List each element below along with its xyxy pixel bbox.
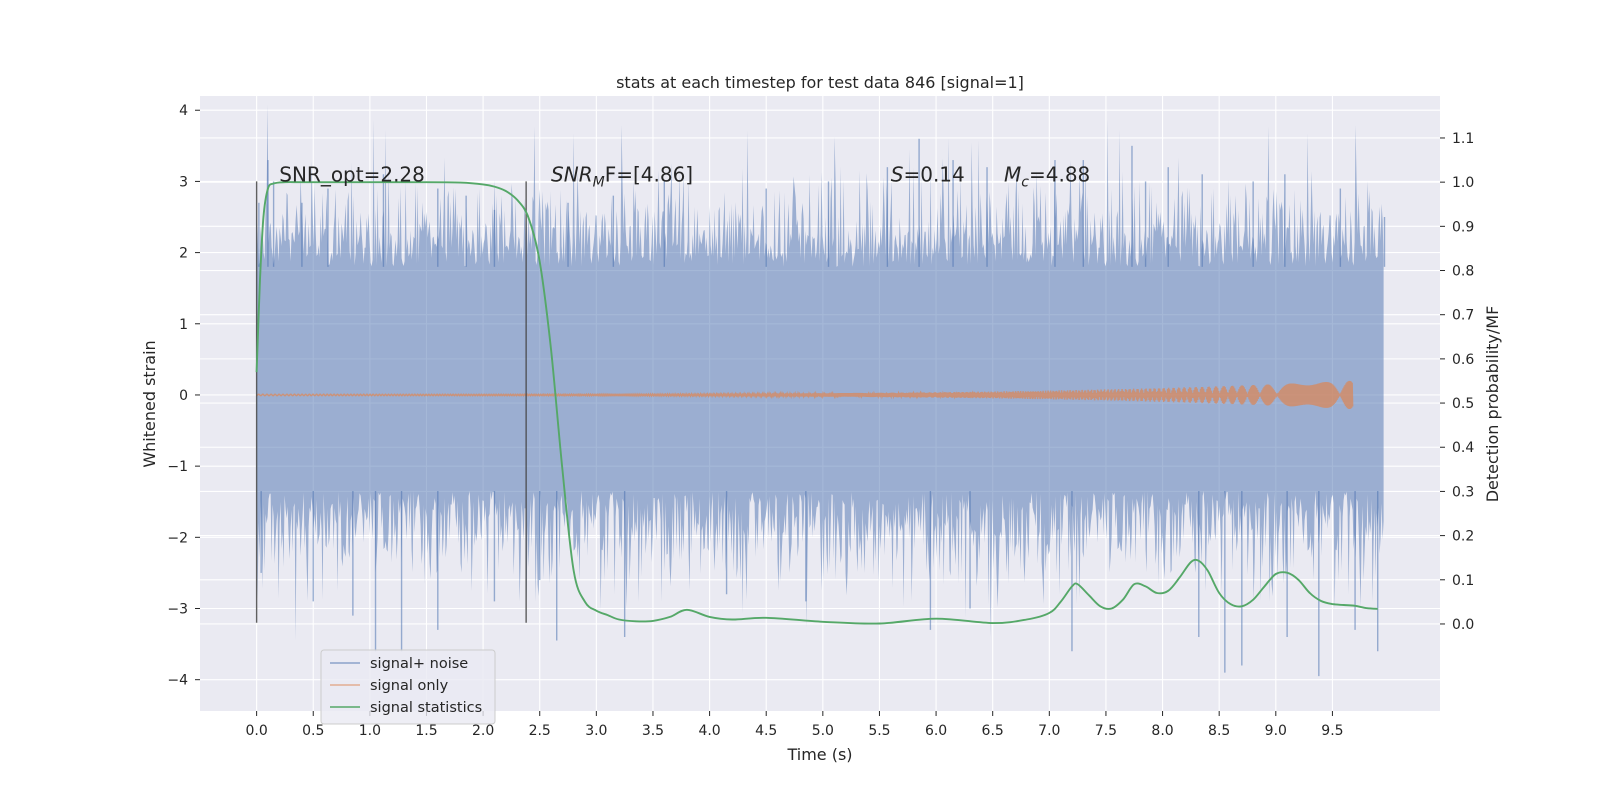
x-tick-label: 5.0 xyxy=(812,723,834,739)
x-tick-label: 1.0 xyxy=(359,723,381,739)
x-tick-label: 7.5 xyxy=(1095,723,1117,739)
y-tick-label: 1 xyxy=(179,317,188,333)
annotation-text: S=0.14 xyxy=(891,162,965,186)
x-tick-label: 8.0 xyxy=(1151,723,1173,739)
signal-noise-series xyxy=(256,104,1386,677)
x-tick-label: 9.0 xyxy=(1265,723,1287,739)
annotations: SNR_opt=2.28 SNRMF=[4.86] S=0.14 Mc=4.88 xyxy=(279,162,1090,190)
y-tick-label: −3 xyxy=(167,602,188,618)
x-axis-label: Time (s) xyxy=(786,745,852,764)
vertical-lines xyxy=(255,181,527,623)
y2-tick-label: 1.1 xyxy=(1452,131,1474,147)
x-tick-label: 4.0 xyxy=(698,723,720,739)
legend-label-signal-only: signal only xyxy=(370,678,449,694)
x-tick-label: 7.0 xyxy=(1038,723,1060,739)
x-tick-label: 0.0 xyxy=(245,723,267,739)
y2-tick-label: 0.8 xyxy=(1452,264,1474,280)
y2-tick-label: 0.4 xyxy=(1452,440,1474,456)
y2-tick-label: 0.2 xyxy=(1452,529,1474,545)
legend: signal+ noise signal only signal statist… xyxy=(320,649,496,725)
y2-tick-label: 0.7 xyxy=(1452,308,1474,324)
x-tick-label: 1.5 xyxy=(415,723,437,739)
x-tick-label: 0.5 xyxy=(302,723,324,739)
signal-only-series xyxy=(256,380,1354,410)
legend-label-signal-statistics: signal statistics xyxy=(370,700,482,716)
y2-tick-label: 0.5 xyxy=(1452,396,1474,412)
x-tick-label: 6.0 xyxy=(925,723,947,739)
x-tick-label: 9.5 xyxy=(1321,723,1343,739)
signal-statistics-series xyxy=(255,181,1378,625)
chart-title: stats at each timestep for test data 846… xyxy=(616,73,1024,92)
noise-envelope xyxy=(256,104,1384,641)
y2-tick-label: 1.0 xyxy=(1452,175,1474,191)
signal-statistics-line xyxy=(255,181,1378,625)
annotation-text: SNR_opt=2.28 xyxy=(279,162,425,186)
x-tick-label: 3.0 xyxy=(585,723,607,739)
y-tick-label: 0 xyxy=(179,388,188,404)
y-tick-label: −2 xyxy=(167,530,188,546)
x-tick-label: 8.5 xyxy=(1208,723,1230,739)
y2-tick-label: 0.6 xyxy=(1452,352,1474,368)
legend-box xyxy=(320,649,496,725)
y2-tick-label: 0.3 xyxy=(1452,484,1474,500)
y-axis-label: Whitened strain xyxy=(140,340,159,467)
signal-only-line xyxy=(256,380,1354,410)
y-tick-label: −4 xyxy=(167,673,188,689)
y-tick-label: 4 xyxy=(179,103,188,119)
ticks: 0.0 0.5 1.0 1.5 2.0 2.5 3.0 3.5 4.0 4.5 5.0 5.5 6.0 6… xyxy=(167,103,1474,739)
x-tick-label: 4.5 xyxy=(755,723,777,739)
y2-tick-label: 0.9 xyxy=(1452,219,1474,235)
annotation-text: Mc=4.88 xyxy=(1004,162,1090,190)
x-tick-label: 6.5 xyxy=(982,723,1004,739)
annotation-text: SNRMF=[4.86] xyxy=(551,162,693,190)
x-tick-label: 2.0 xyxy=(472,723,494,739)
y2-tick-label: 0.0 xyxy=(1452,617,1474,633)
y-tick-label: −1 xyxy=(167,459,188,475)
y-tick-label: 3 xyxy=(179,174,188,190)
x-tick-label: 3.5 xyxy=(642,723,664,739)
y-tick-label: 2 xyxy=(179,246,188,262)
x-tick-label: 2.5 xyxy=(529,723,551,739)
x-tick-label: 5.5 xyxy=(868,723,890,739)
y2-axis-label: Detection probability/MF xyxy=(1483,306,1502,503)
y2-tick-label: 0.1 xyxy=(1452,573,1474,589)
legend-label-signal-noise: signal+ noise xyxy=(370,656,468,672)
